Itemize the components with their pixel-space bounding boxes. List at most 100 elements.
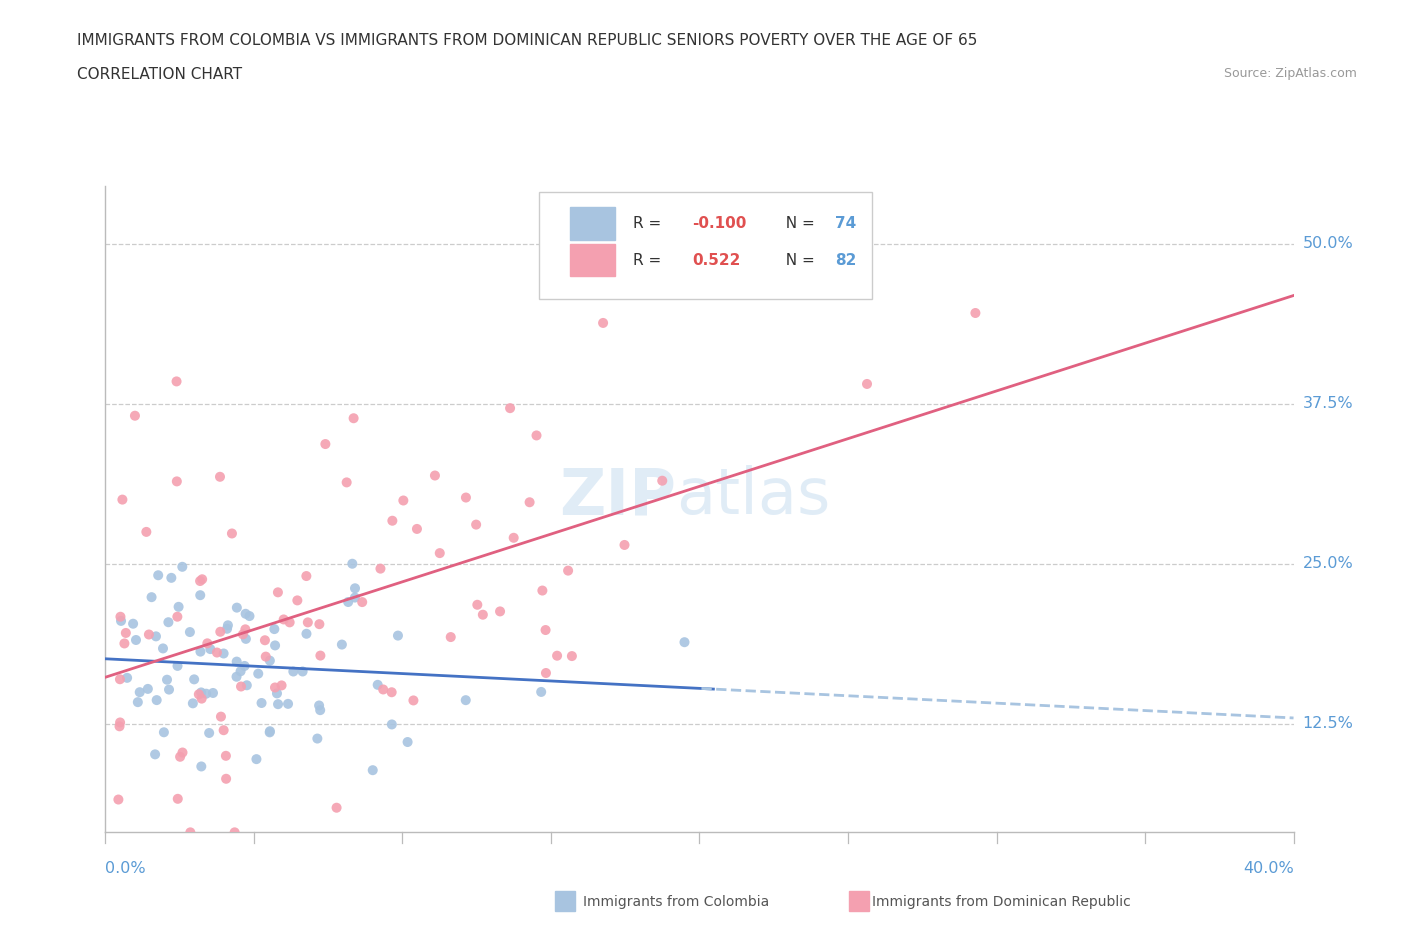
Point [124,408,146,423]
Text: Immigrants from Colombia: Immigrants from Colombia [583,895,769,910]
Point [138,627,160,642]
Point [148,568,170,583]
Point [156,672,179,687]
Point [141,590,163,604]
Text: R =: R = [633,216,666,231]
Point [402,693,425,708]
Point [264,638,287,653]
Point [215,771,238,786]
Text: 25.0%: 25.0% [1302,556,1353,571]
Point [283,664,305,679]
Point [337,594,360,609]
Point [145,693,167,708]
Bar [849,891,869,911]
Point [107,792,129,807]
Text: R =: R = [633,253,666,268]
Point [285,593,308,608]
Point [236,678,259,693]
Point [190,644,212,659]
Point [209,624,232,639]
Point [179,625,201,640]
Point [108,719,131,734]
Point [160,570,183,585]
Point [264,680,287,695]
Point [208,470,231,485]
Text: IMMIGRANTS FROM COLOMBIA VS IMMIGRANTS FROM DOMINICAN REPUBLIC SENIORS POVERTY O: IMMIGRANTS FROM COLOMBIA VS IMMIGRANTS F… [77,33,977,47]
Point [534,666,557,681]
Point [191,572,214,587]
Text: CORRELATION CHART: CORRELATION CHART [77,67,242,82]
Point [188,574,211,589]
Text: N =: N = [776,253,820,268]
Point [232,627,254,642]
Point [166,609,188,624]
Point [325,801,347,816]
Point [190,759,212,774]
Point [125,632,148,647]
Point [245,751,267,766]
Point [519,495,541,510]
Point [135,525,157,539]
Point [225,600,247,615]
Point [136,682,159,697]
Point [343,411,366,426]
Point [314,436,336,451]
Text: 37.5%: 37.5% [1302,396,1353,411]
Text: 12.5%: 12.5% [1302,716,1354,731]
FancyBboxPatch shape [538,193,872,299]
Point [153,724,176,739]
Point [115,626,138,641]
Point [143,747,166,762]
Point [406,522,429,537]
Point [229,679,252,694]
Point [557,564,579,578]
Text: atlas: atlas [676,465,830,527]
Point [381,717,404,732]
Point [181,696,204,711]
Point [370,561,392,576]
Point [115,671,138,685]
Point [259,724,281,739]
Text: 74: 74 [835,216,856,231]
Text: 0.0%: 0.0% [105,860,146,875]
Point [307,731,329,746]
Point [128,684,150,699]
Point [253,632,276,647]
Point [188,588,211,603]
Point [221,526,243,541]
Point [172,559,194,574]
Bar [555,891,575,911]
Text: 50.0%: 50.0% [1302,236,1353,251]
Point [499,401,522,416]
Text: ZIP: ZIP [558,465,676,527]
Point [167,600,190,615]
Point [229,664,252,679]
Point [534,622,557,637]
Point [856,377,879,392]
Point [212,723,235,737]
Point [166,374,188,389]
Point [238,608,260,623]
Point [465,517,488,532]
Point [278,615,301,630]
Point [235,622,257,637]
Point [381,684,404,699]
Point [157,615,180,630]
Point [122,617,145,631]
Point [247,666,270,681]
Text: 0.522: 0.522 [692,253,741,268]
Point [270,678,292,693]
Point [502,530,524,545]
Point [330,637,353,652]
Point [224,825,246,840]
Point [423,468,446,483]
Point [205,645,228,660]
Point [651,473,673,488]
Text: 82: 82 [835,253,856,268]
Point [145,629,167,644]
Point [489,604,512,618]
Point [266,686,288,701]
Point [531,583,554,598]
Point [429,546,451,561]
Point [235,606,257,621]
